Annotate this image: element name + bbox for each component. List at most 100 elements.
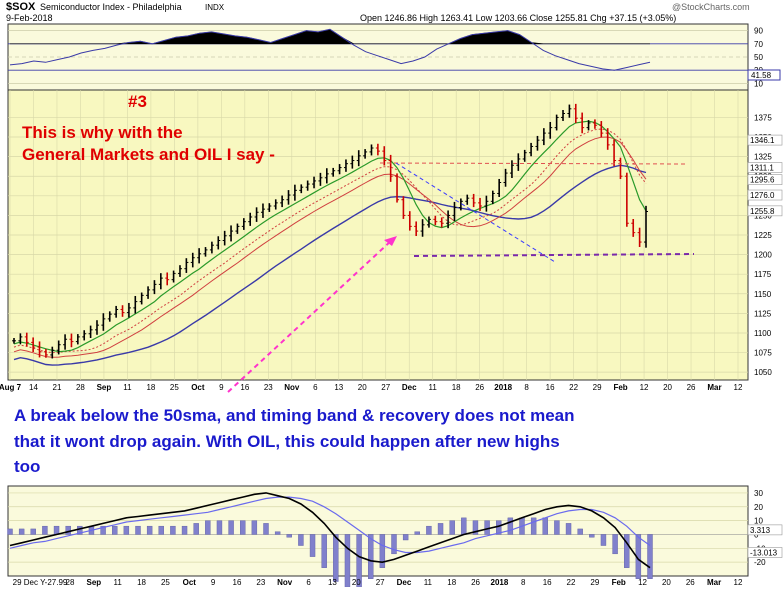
oscillator-x-tick: Feb bbox=[612, 578, 626, 587]
annotation-red-1: This is why with the bbox=[22, 123, 183, 142]
histogram-bar bbox=[344, 534, 351, 588]
oscillator-x-tick: 11 bbox=[424, 578, 433, 587]
price-bar bbox=[50, 346, 55, 359]
price-bar bbox=[599, 121, 604, 138]
chart-symbol: $SOX bbox=[6, 1, 36, 13]
histogram-bar bbox=[577, 528, 583, 535]
price-x-tick: 28 bbox=[76, 383, 85, 392]
price-bar bbox=[158, 273, 163, 290]
indicator-panel bbox=[7, 23, 749, 91]
price-bar bbox=[114, 305, 119, 318]
histogram-bar bbox=[181, 525, 188, 535]
price-bar bbox=[190, 252, 195, 268]
price-bar bbox=[18, 333, 23, 345]
annotation-number: #3 bbox=[128, 92, 147, 111]
price-bar bbox=[88, 325, 93, 338]
price-bar bbox=[388, 154, 393, 182]
price-bar bbox=[509, 160, 514, 179]
price-bar bbox=[235, 223, 240, 234]
price-x-tick: 9 bbox=[219, 383, 224, 392]
histogram-bar bbox=[263, 523, 269, 535]
price-x-tick: Aug 7 bbox=[0, 383, 22, 392]
histogram-bar bbox=[333, 534, 339, 582]
price-bar bbox=[165, 272, 170, 286]
price-bar bbox=[318, 172, 323, 186]
price-bar bbox=[229, 225, 234, 242]
price-label-box: 1295.6 bbox=[747, 174, 783, 185]
price-bar bbox=[465, 194, 470, 205]
histogram-bar bbox=[426, 525, 432, 535]
price-bar bbox=[203, 247, 208, 257]
price-bar bbox=[171, 270, 176, 283]
price-bar bbox=[471, 193, 476, 208]
sma-long-line bbox=[13, 164, 647, 366]
price-bar bbox=[618, 157, 623, 180]
price-x-tick: Dec bbox=[402, 383, 417, 392]
price-bar bbox=[478, 197, 483, 211]
price-tick-label: 1050 bbox=[754, 368, 772, 377]
histogram-bar bbox=[402, 534, 409, 541]
price-tick-label: 1325 bbox=[754, 153, 772, 162]
oscillator-x-tick: 22 bbox=[567, 578, 576, 587]
histogram-bar bbox=[472, 520, 479, 535]
price-x-tick: 21 bbox=[53, 383, 62, 392]
oscillator-x-tick: Mar bbox=[707, 578, 721, 587]
price-bar bbox=[561, 109, 566, 121]
oscillator-signal-line bbox=[9, 496, 651, 554]
histogram-bar bbox=[274, 531, 281, 535]
price-bar bbox=[446, 210, 451, 229]
oscillator-x-tick: 6 bbox=[306, 578, 311, 587]
oscillator-x-tick: 8 bbox=[521, 578, 526, 587]
histogram-bar bbox=[554, 520, 560, 535]
price-bar bbox=[146, 286, 151, 299]
price-bar bbox=[350, 155, 355, 169]
price-bar bbox=[209, 241, 214, 254]
histogram-bar bbox=[542, 517, 548, 535]
price-x-tick: Nov bbox=[284, 383, 300, 392]
histogram-bar bbox=[624, 534, 630, 568]
price-bar bbox=[241, 218, 246, 230]
price-bar bbox=[286, 190, 291, 205]
price-bar bbox=[222, 230, 227, 246]
chart-exchange: INDX bbox=[205, 3, 225, 12]
price-bar bbox=[324, 168, 329, 184]
histogram-bar bbox=[298, 534, 304, 546]
annotation-blue-2: that it wont drop again. With OIL, this … bbox=[14, 432, 560, 451]
histogram-bar bbox=[437, 523, 444, 535]
price-x-tick: 27 bbox=[381, 383, 390, 392]
histogram-bar bbox=[461, 517, 467, 535]
price-bar bbox=[63, 334, 68, 350]
price-bar bbox=[407, 211, 412, 231]
price-bar bbox=[439, 217, 444, 228]
price-x-axis: Aug 7 14 21 28 Sep 11 18 25 Oct 9 16 23 Nov 6 13 20 27 De… bbox=[0, 383, 743, 392]
oscillator-x-tick: 13 bbox=[328, 578, 337, 587]
price-tick-label: 1075 bbox=[754, 349, 772, 358]
histogram-bar bbox=[205, 520, 211, 535]
price-tick-label: 1100 bbox=[754, 329, 772, 338]
oscillator-label-text: 3.313 bbox=[750, 526, 771, 535]
price-bars bbox=[12, 103, 648, 359]
histogram-bar bbox=[379, 534, 386, 568]
price-bar bbox=[356, 150, 361, 167]
indicator-tick-label: 70 bbox=[754, 40, 763, 49]
histogram-bar bbox=[600, 534, 607, 546]
price-bar bbox=[107, 311, 112, 322]
price-x-tick: 11 bbox=[429, 383, 438, 392]
oscillator-x-tick: 29 bbox=[590, 578, 599, 587]
histogram-bar bbox=[158, 525, 164, 535]
oscillator-x-tick: 28 bbox=[66, 578, 75, 587]
price-x-tick: 6 bbox=[313, 383, 318, 392]
price-bar bbox=[331, 167, 336, 177]
histogram-bar bbox=[321, 534, 327, 568]
price-x-tick: 16 bbox=[546, 383, 555, 392]
price-bar bbox=[401, 196, 406, 219]
price-bar bbox=[184, 258, 189, 273]
oscillator-x-tick: 11 bbox=[114, 578, 123, 587]
price-label-text: 1311.1 bbox=[750, 164, 774, 173]
oscillator-x-tick: 18 bbox=[137, 578, 146, 587]
price-bar bbox=[248, 212, 253, 226]
indicator-line bbox=[9, 28, 651, 71]
price-bar bbox=[43, 348, 48, 358]
histogram-bar bbox=[135, 525, 141, 535]
